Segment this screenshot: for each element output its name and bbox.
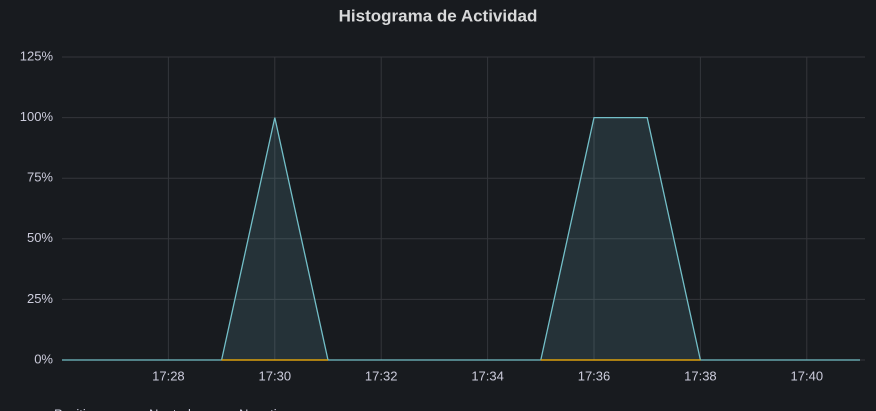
y-tick-label: 0% [34, 351, 53, 366]
x-tick-label: 17:28 [152, 368, 185, 383]
x-tick-label: 17:32 [365, 368, 398, 383]
y-tick-label: 25% [27, 291, 53, 306]
chart-title: Histograma de Actividad [339, 6, 538, 25]
x-tick-label: 17:34 [471, 368, 504, 383]
line [62, 116, 860, 361]
x-tick-label: 17:36 [578, 368, 611, 383]
y-tick-label: 100% [20, 109, 54, 124]
y-tick-label: 125% [20, 48, 54, 63]
y-tick-label: 50% [27, 230, 53, 245]
x-tick-label: 17:40 [791, 368, 824, 383]
y-tick-label: 75% [27, 170, 53, 185]
legend-label: Positivo [54, 406, 100, 411]
legend-label: Negativo [239, 406, 290, 411]
legend-label: Neutral [149, 406, 191, 411]
x-tick-label: 17:38 [684, 368, 717, 383]
x-tick-label: 17:30 [259, 368, 292, 383]
